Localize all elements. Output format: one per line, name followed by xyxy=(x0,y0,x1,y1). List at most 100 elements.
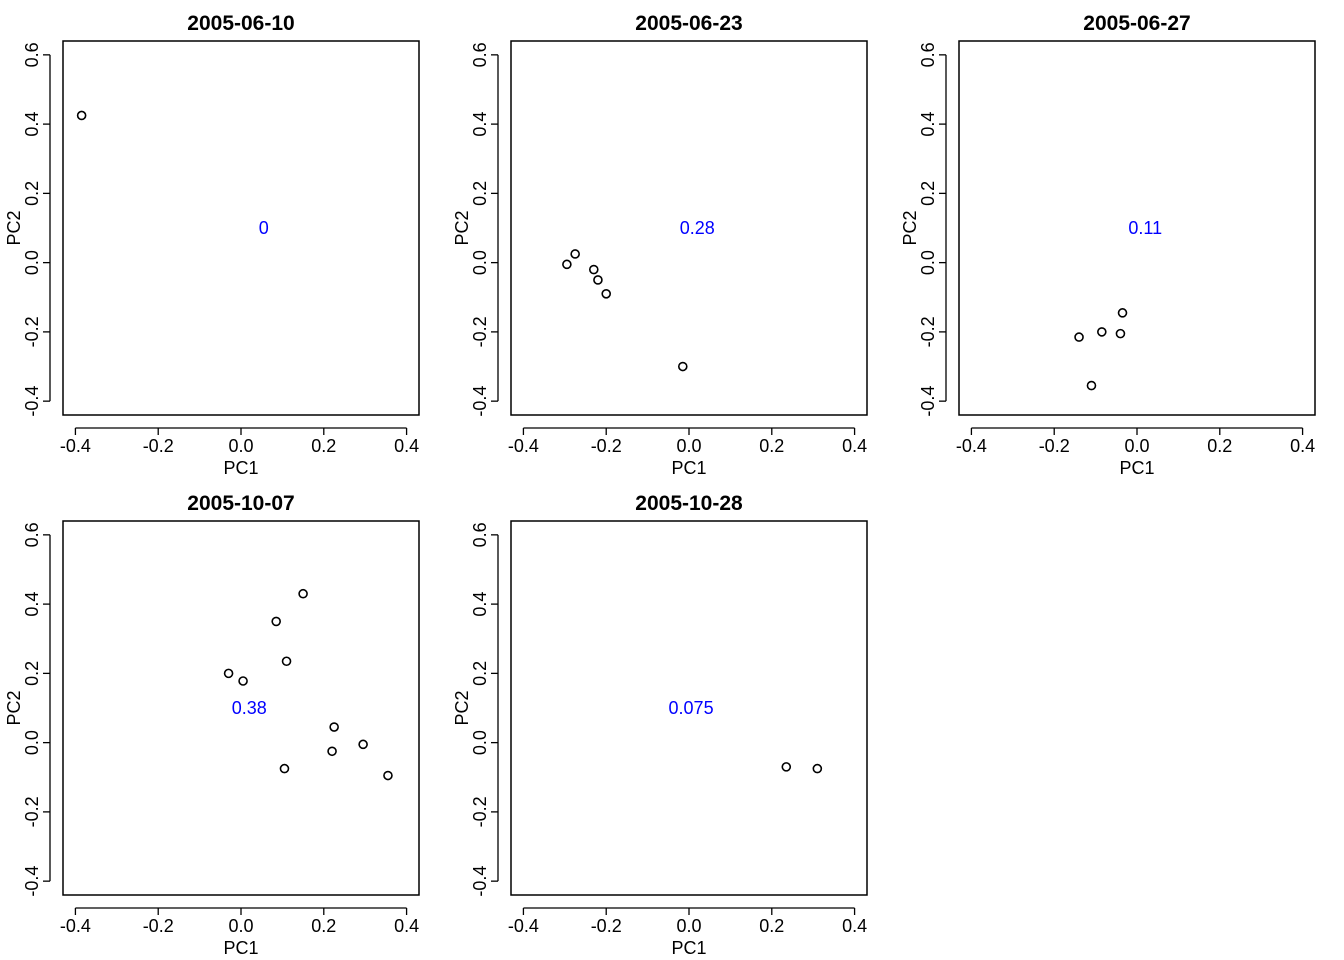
y-tick-label: -0.4 xyxy=(22,386,42,417)
x-axis-label: PC1 xyxy=(1119,458,1154,478)
scatter-panel-3: 2005-06-27 -0.4 -0.2 0.0 0.2 0.4 PC1 -0.4 -0.2 0.… xyxy=(900,12,1316,478)
y-tick-label: 0.0 xyxy=(470,730,490,755)
panel-title: 2005-06-27 xyxy=(1083,12,1190,35)
data-point xyxy=(238,676,248,686)
y-tick-label: 0.6 xyxy=(470,42,490,67)
data-point xyxy=(1117,308,1128,318)
scatter-panel-4: 2005-10-07 -0.4 -0.2 0.0 0.2 0.4 PC1 -0.4 -0.2 0.… xyxy=(4,492,420,958)
data-point xyxy=(677,361,688,372)
x-axis-label: PC1 xyxy=(223,458,258,478)
data-point xyxy=(279,763,290,774)
data-point xyxy=(593,275,603,285)
y-tick-label: 0.2 xyxy=(470,661,490,686)
x-tick-label: 0.2 xyxy=(759,916,784,936)
x-tick-label: 0.4 xyxy=(842,916,867,936)
plot-frame xyxy=(510,520,868,896)
data-point xyxy=(327,746,337,757)
y-tick-label: -0.4 xyxy=(22,866,42,897)
scatter-panel-1: 2005-06-10 -0.4 -0.2 0.0 0.2 0.4 PC1 -0.4 -0.2 0.… xyxy=(4,12,420,478)
y-tick-label: -0.2 xyxy=(470,796,490,827)
y-tick-label: -0.4 xyxy=(918,386,938,417)
scatter-panel-5: 2005-10-28 -0.4 -0.2 0.0 0.2 0.4 PC1 -0.4 -0.2 0.… xyxy=(452,492,868,958)
y-tick-label: 0.0 xyxy=(470,250,490,275)
x-tick-label: 0.4 xyxy=(394,916,419,936)
x-tick-label: -0.2 xyxy=(591,916,622,936)
panel-annotation: 0.28 xyxy=(680,218,715,238)
y-tick-label: -0.2 xyxy=(22,316,42,347)
data-point xyxy=(358,739,368,750)
y-axis-label: PC2 xyxy=(4,690,24,725)
x-tick-label: 0.4 xyxy=(394,436,419,456)
plot-frame xyxy=(510,40,868,416)
y-tick-label: -0.2 xyxy=(22,796,42,827)
y-tick-label: 0.0 xyxy=(22,730,42,755)
data-point xyxy=(562,259,572,270)
x-tick-label: 0.2 xyxy=(311,436,336,456)
y-tick-label: 0.0 xyxy=(918,250,938,275)
panel-annotation: 0.075 xyxy=(669,698,714,718)
data-point xyxy=(588,264,599,275)
x-tick-label: 0.2 xyxy=(759,436,784,456)
y-tick-label: 0.4 xyxy=(470,112,490,137)
y-tick-label: 0.6 xyxy=(470,522,490,547)
y-tick-label: -0.4 xyxy=(470,386,490,417)
x-tick-label: -0.4 xyxy=(508,916,539,936)
panel-annotation: 0 xyxy=(259,218,269,238)
x-tick-label: 0.0 xyxy=(676,436,701,456)
y-axis-label: PC2 xyxy=(900,210,920,245)
panel-title: 2005-06-23 xyxy=(635,12,742,35)
y-tick-label: 0.6 xyxy=(22,522,42,547)
y-tick-label: 0.6 xyxy=(22,42,42,67)
x-tick-label: 0.0 xyxy=(228,916,253,936)
panel-annotation: 0.38 xyxy=(232,698,267,718)
y-tick-label: 0.6 xyxy=(918,42,938,67)
x-axis-label: PC1 xyxy=(671,458,706,478)
x-tick-label: 0.2 xyxy=(1207,436,1232,456)
data-point xyxy=(1074,332,1084,342)
x-tick-label: -0.2 xyxy=(143,436,174,456)
data-point xyxy=(76,110,87,121)
x-tick-label: 0.0 xyxy=(676,916,701,936)
y-tick-label: -0.2 xyxy=(470,316,490,347)
y-axis-label: PC2 xyxy=(452,690,472,725)
y-tick-label: 0.2 xyxy=(22,181,42,206)
data-point xyxy=(329,722,339,732)
data-point xyxy=(223,668,234,679)
x-axis-label: PC1 xyxy=(223,938,258,958)
x-tick-label: 0.4 xyxy=(842,436,867,456)
x-tick-label: -0.4 xyxy=(60,916,91,936)
data-point xyxy=(781,762,792,772)
panel-annotation: 0.11 xyxy=(1128,218,1162,238)
data-point xyxy=(271,616,281,627)
y-tick-label: 0.2 xyxy=(470,181,490,206)
data-point xyxy=(1086,380,1097,391)
y-tick-label: 0.0 xyxy=(22,250,42,275)
y-tick-label: 0.4 xyxy=(22,592,42,617)
y-axis-label: PC2 xyxy=(4,210,24,245)
panel-title: 2005-06-10 xyxy=(187,12,294,35)
data-point xyxy=(383,770,393,781)
y-tick-label: 0.4 xyxy=(470,592,490,617)
x-tick-label: 0.4 xyxy=(1290,436,1315,456)
plot-frame xyxy=(62,40,420,416)
data-point xyxy=(570,249,580,259)
y-tick-label: -0.4 xyxy=(470,866,490,897)
scatter-panel-2: 2005-06-23 -0.4 -0.2 0.0 0.2 0.4 PC1 -0.4 -0.2 0.… xyxy=(452,12,868,478)
y-axis-label: PC2 xyxy=(452,210,472,245)
plot-frame xyxy=(958,40,1316,416)
y-tick-label: -0.2 xyxy=(918,316,938,347)
panel-title: 2005-10-07 xyxy=(187,492,294,515)
x-axis-label: PC1 xyxy=(671,938,706,958)
x-tick-label: 0.0 xyxy=(1124,436,1149,456)
y-tick-label: 0.4 xyxy=(918,112,938,137)
y-tick-label: 0.2 xyxy=(918,181,938,206)
data-point xyxy=(298,588,308,599)
data-point xyxy=(601,288,612,299)
x-tick-label: -0.4 xyxy=(508,436,539,456)
data-point xyxy=(1097,327,1107,337)
panel-title: 2005-10-28 xyxy=(635,492,743,515)
x-tick-label: 0.2 xyxy=(311,916,336,936)
plot-frame xyxy=(62,520,420,896)
x-tick-label: -0.2 xyxy=(143,916,174,936)
